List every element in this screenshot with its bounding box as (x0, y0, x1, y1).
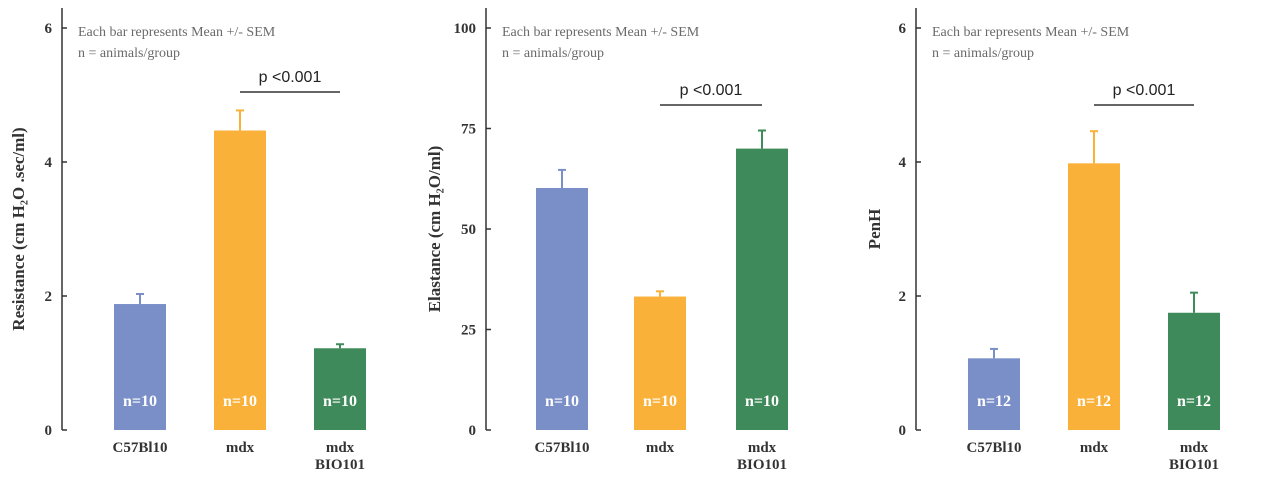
y-tick-label: 0 (45, 423, 53, 439)
y-tick-label: 50 (461, 222, 476, 238)
x-category-label: mdx (326, 440, 355, 456)
bar-3 (736, 148, 788, 430)
p-value-label: p <0.001 (1113, 82, 1176, 99)
x-category-label: mdx (748, 440, 777, 456)
n-label: n=10 (323, 393, 357, 410)
n-label: n=12 (1177, 393, 1211, 410)
n-label: n=10 (545, 393, 579, 410)
n-label: n=12 (1077, 393, 1111, 410)
p-value-label: p <0.001 (680, 82, 743, 99)
x-category-label: mdx (1080, 440, 1109, 456)
annotation-text: Each bar represents Mean +/- SEM (502, 25, 700, 40)
annotation-text: n = animals/group (932, 46, 1034, 61)
n-label: n=12 (977, 393, 1011, 410)
n-label: n=10 (123, 393, 157, 410)
y-axis-label: PenH (865, 209, 884, 250)
y-tick-label: 4 (45, 155, 53, 171)
y-tick-label: 100 (454, 21, 477, 37)
x-category-label: mdx (646, 440, 675, 456)
y-axis-label: Elastance (cm H₂O/ml) (425, 146, 444, 313)
annotation-text: Each bar represents Mean +/- SEM (78, 25, 276, 40)
y-tick-label: 75 (461, 122, 476, 138)
bar-2 (214, 130, 266, 430)
n-label: n=10 (643, 393, 677, 410)
annotation-text: Each bar represents Mean +/- SEM (932, 25, 1130, 40)
bar-2 (634, 296, 686, 430)
p-value-label: p <0.001 (259, 69, 322, 86)
bar-3 (1168, 312, 1220, 430)
x-category-label: C57Bl10 (534, 440, 589, 456)
x-category-label: BIO101 (315, 457, 365, 473)
y-tick-label: 6 (45, 21, 53, 37)
bar-1 (536, 187, 588, 430)
bar-1 (968, 358, 1020, 430)
y-tick-label: 2 (45, 289, 53, 305)
y-tick-label: 6 (899, 21, 907, 37)
y-tick-label: 0 (899, 423, 907, 439)
y-tick-label: 25 (461, 323, 476, 339)
x-category-label: C57Bl10 (112, 440, 167, 456)
n-label: n=10 (223, 393, 257, 410)
bar-2 (1068, 163, 1120, 430)
x-category-label: mdx (1180, 440, 1209, 456)
y-tick-label: 0 (469, 423, 477, 439)
x-category-label: BIO101 (737, 457, 787, 473)
x-category-label: C57Bl10 (966, 440, 1021, 456)
annotation-text: n = animals/group (502, 46, 604, 61)
x-category-label: mdx (226, 440, 255, 456)
y-axis-label: Resistance (cm H₂O .sec/ml) (9, 127, 28, 330)
bar-3 (314, 348, 366, 430)
y-tick-label: 2 (899, 289, 907, 305)
n-label: n=10 (745, 393, 779, 410)
annotation-text: n = animals/group (78, 46, 180, 61)
bar-1 (114, 304, 166, 430)
x-category-label: BIO101 (1169, 457, 1219, 473)
y-tick-label: 4 (899, 155, 907, 171)
